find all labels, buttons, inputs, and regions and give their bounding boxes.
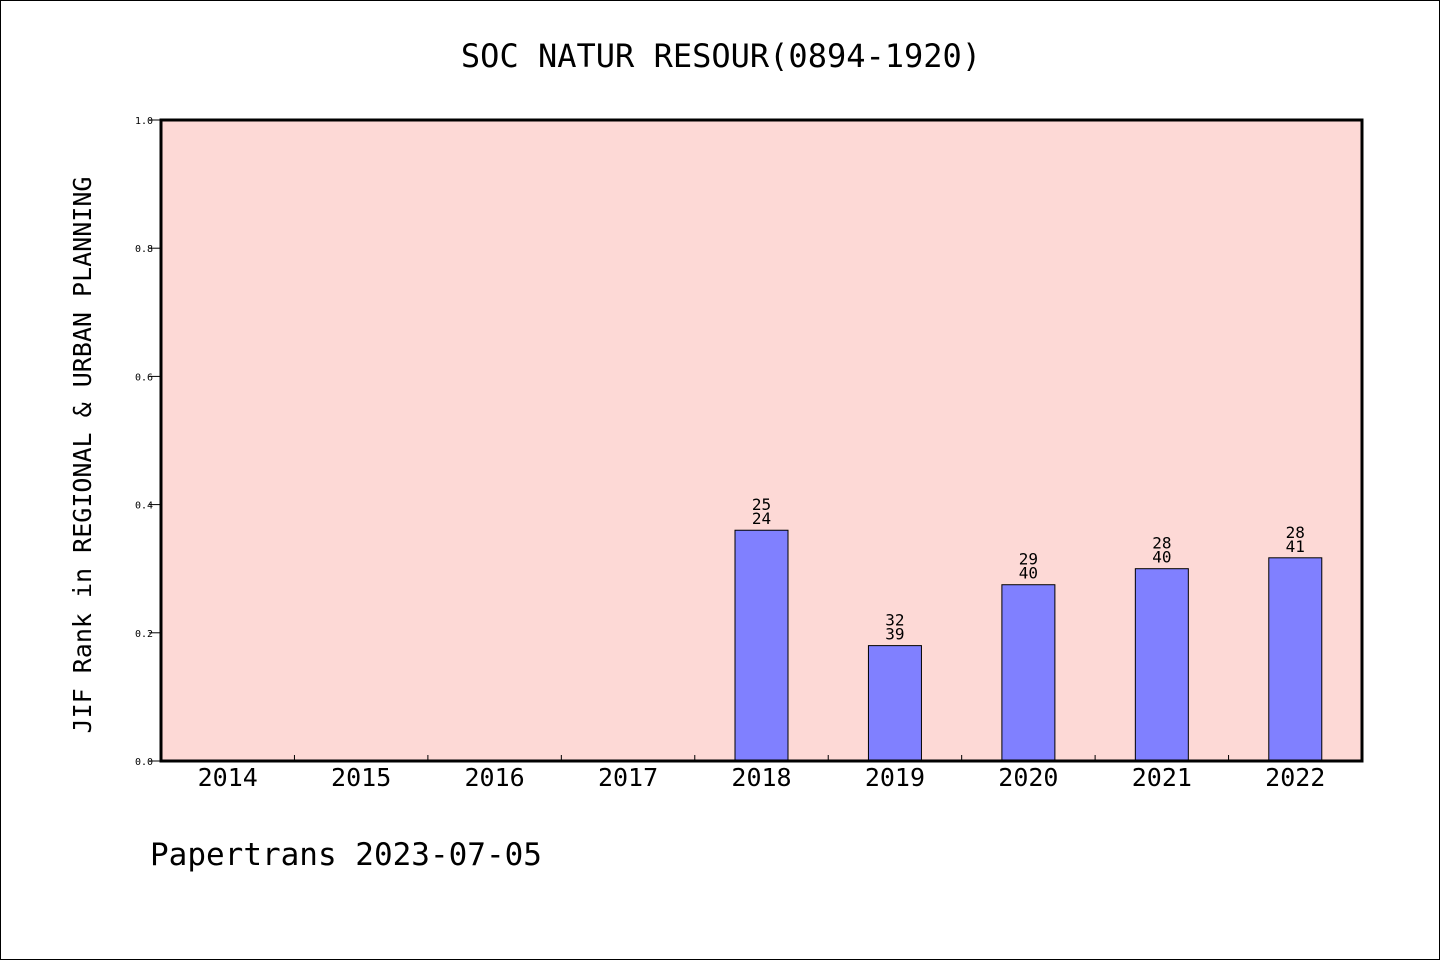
rank-label-2022: 28 bbox=[1286, 523, 1305, 542]
total-label-2022: 41 bbox=[1286, 537, 1305, 556]
total-label-2021: 40 bbox=[1152, 548, 1171, 567]
total-label-2020: 40 bbox=[1019, 564, 1038, 583]
y-tick-label-0.4: 0.4 bbox=[135, 501, 153, 512]
x-tick-label-2018: 2018 bbox=[731, 763, 791, 792]
total-label-2018: 24 bbox=[752, 509, 771, 528]
bar-2021 bbox=[1134, 568, 1189, 762]
chart-title: SOC NATUR RESOUR(0894-1920) bbox=[461, 37, 981, 75]
x-tick-label-2019: 2019 bbox=[865, 763, 925, 792]
x-tick-label-2014: 2014 bbox=[198, 763, 258, 792]
y-tick-label-1.0: 1.0 bbox=[135, 116, 153, 127]
y-axis-label: JIF Rank in REGIONAL & URBAN PLANNING bbox=[68, 177, 97, 734]
plot-border bbox=[159, 118, 1364, 763]
x-tick-label-2015: 2015 bbox=[331, 763, 391, 792]
x-tick-label-2022: 2022 bbox=[1265, 763, 1325, 792]
y-tick-label-0.2: 0.2 bbox=[135, 629, 153, 640]
bar-2022 bbox=[1268, 557, 1323, 762]
total-label-2019: 39 bbox=[885, 625, 904, 644]
rank-label-2018: 25 bbox=[752, 495, 771, 514]
rank-label-2021: 28 bbox=[1152, 534, 1171, 553]
y-tick-label-0.6: 0.6 bbox=[135, 372, 153, 383]
bar-2019 bbox=[867, 645, 922, 762]
footer-text: Papertrans 2023-07-05 bbox=[150, 837, 542, 873]
bar-2018 bbox=[734, 529, 789, 762]
x-tick-label-2017: 2017 bbox=[598, 763, 658, 792]
x-tick-label-2020: 2020 bbox=[998, 763, 1058, 792]
ticks-group: 2014 2015 2016 2017 2018 2019 2020 2021 2022 0.0 0… bbox=[135, 116, 1325, 792]
bar-2020 bbox=[1001, 584, 1056, 762]
x-tick-label-2016: 2016 bbox=[465, 763, 525, 792]
y-tick-label-0.0: 0.0 bbox=[135, 757, 153, 768]
rank-label-2019: 32 bbox=[885, 611, 904, 630]
x-tick-label-2021: 2021 bbox=[1132, 763, 1192, 792]
y-tick-label-0.8: 0.8 bbox=[135, 244, 153, 255]
rank-label-2020: 29 bbox=[1019, 550, 1038, 569]
